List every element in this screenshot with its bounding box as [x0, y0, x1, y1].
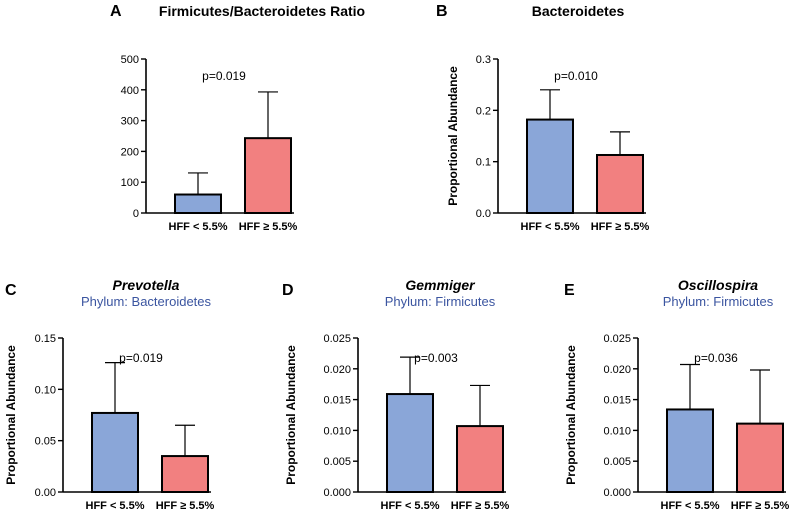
y-tick-label: 0.05: [35, 436, 56, 448]
bar-hff-low: [666, 408, 714, 493]
chart-title: Firmicutes/Bacteroidetes Ratio: [159, 3, 365, 19]
bar-hff-high: [736, 422, 784, 493]
bar-hff-high: [244, 137, 292, 215]
category-label: HFF ≥ 5.5%: [591, 221, 650, 233]
bar-hff-high: [456, 425, 504, 494]
bar-hff-low: [386, 393, 434, 493]
y-tick-label: 0.010: [323, 425, 351, 437]
chart-title: Bacteroidetes: [532, 3, 625, 19]
p-value: p=0.003: [414, 351, 458, 365]
y-tick-label: 0.020: [603, 364, 631, 376]
y-tick-label: 0.0: [476, 208, 491, 220]
y-tick-label: 0.025: [323, 333, 351, 345]
bar-hff-low: [91, 411, 139, 493]
bar-hff-high: [596, 153, 644, 214]
chart-panel-b: B Bacteroidetes p=0.010 0.0 0.1 0.2 0.3 Proport…: [436, 3, 650, 233]
y-tick-label: 0.010: [603, 425, 631, 437]
p-value: p=0.019: [119, 351, 163, 365]
y-axis-label: Proportional Abundance: [446, 66, 460, 206]
category-label: HFF < 5.5%: [661, 500, 720, 512]
y-tick-label: 0.000: [323, 487, 351, 499]
category-label: HFF < 5.5%: [521, 221, 580, 233]
y-axis-label: Proportional Abundance: [4, 345, 18, 485]
y-tick-label: 0.10: [35, 384, 56, 396]
y-tick-label: 0.00: [35, 487, 56, 499]
y-tick-label: 400: [121, 85, 139, 97]
bar-hff-low: [174, 193, 222, 215]
y-tick-label: 300: [121, 116, 139, 128]
y-tick-label: 0.005: [603, 456, 631, 468]
y-axis-label: Proportional Abundance: [564, 345, 578, 485]
y-tick-label: 0.025: [603, 333, 631, 345]
chart-panel-a: A Firmicutes/Bacteroidetes Ratio p=0.019 0 1…: [110, 3, 365, 233]
panel-letter: C: [5, 282, 17, 299]
y-tick-label: 0.015: [603, 395, 631, 407]
chart-title: Prevotella: [113, 277, 180, 293]
y-tick-label: 0.15: [35, 333, 56, 345]
y-tick-label: 0.015: [323, 395, 351, 407]
chart-subtitle: Phylum: Bacteroidetes: [81, 294, 212, 309]
y-tick-label: 0.000: [603, 487, 631, 499]
category-label: HFF ≥ 5.5%: [156, 500, 215, 512]
y-tick-label: 0.005: [323, 456, 351, 468]
y-tick-label: 0.2: [476, 105, 491, 117]
p-value: p=0.036: [694, 351, 738, 365]
panel-letter: E: [564, 282, 575, 299]
y-tick-label: 200: [121, 146, 139, 158]
p-value: p=0.019: [202, 69, 246, 83]
panel-letter: B: [436, 3, 448, 20]
p-value: p=0.010: [554, 69, 598, 83]
chart-subtitle: Phylum: Firmicutes: [385, 294, 496, 309]
category-label: HFF < 5.5%: [86, 500, 145, 512]
category-label: HFF ≥ 5.5%: [731, 500, 790, 512]
y-tick-label: 0.3: [476, 54, 491, 66]
bar-hff-low: [526, 118, 574, 214]
y-tick-label: 0: [133, 208, 139, 220]
category-label: HFF < 5.5%: [381, 500, 440, 512]
y-tick-label: 0.020: [323, 364, 351, 376]
chart-title: Gemmiger: [405, 277, 476, 293]
category-label: HFF ≥ 5.5%: [239, 221, 298, 233]
y-axis-label: Proportional Abundance: [284, 345, 298, 485]
panel-letter: D: [282, 282, 294, 299]
category-label: HFF ≥ 5.5%: [451, 500, 510, 512]
y-tick-label: 100: [121, 177, 139, 189]
chart-subtitle: Phylum: Firmicutes: [663, 294, 774, 309]
y-tick-label: 0.1: [476, 157, 491, 169]
bar-hff-high: [161, 455, 209, 494]
category-label: HFF < 5.5%: [169, 221, 228, 233]
panel-letter: A: [110, 3, 122, 20]
chart-title: Oscillospira: [678, 277, 758, 293]
y-tick-label: 500: [121, 54, 139, 66]
